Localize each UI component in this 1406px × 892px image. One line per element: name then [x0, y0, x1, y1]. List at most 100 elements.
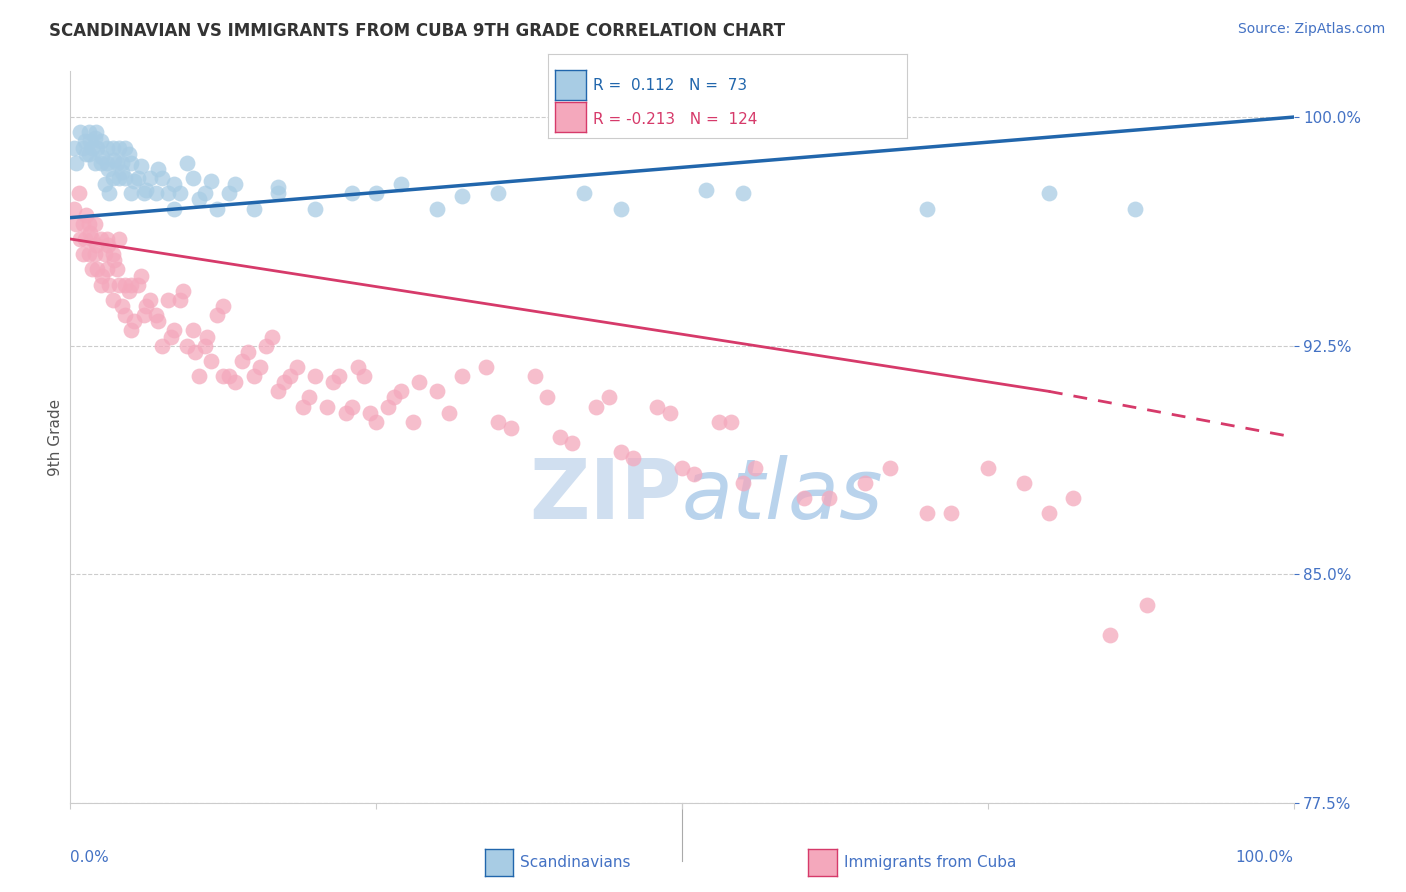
Point [118, 284, 141, 298]
Point [855, 475, 877, 490]
Point [108, 277, 131, 292]
Point [163, 177, 186, 191]
Point [879, 460, 901, 475]
Point [77, 146, 100, 161]
Point [335, 406, 357, 420]
Point [169, 293, 191, 307]
Point [267, 384, 290, 399]
Point [205, 202, 228, 216]
Point [273, 376, 295, 390]
Point [105, 262, 128, 277]
Point [91, 150, 114, 164]
Point [328, 369, 350, 384]
Point [610, 445, 633, 459]
Point [683, 467, 706, 481]
Point [73, 232, 96, 246]
Point [118, 146, 141, 161]
Point [733, 475, 755, 490]
Point [377, 400, 399, 414]
Point [439, 406, 461, 420]
Point [96, 262, 118, 277]
Point [359, 406, 381, 420]
Point [77, 217, 100, 231]
Point [249, 359, 271, 374]
Point [101, 140, 124, 154]
Point [103, 253, 125, 268]
Point [98, 277, 121, 292]
Point [200, 174, 222, 188]
Point [96, 155, 118, 169]
Point [915, 506, 938, 520]
Point [73, 135, 96, 149]
Point [402, 415, 425, 429]
Point [63, 202, 86, 216]
Text: ZIP: ZIP [530, 455, 682, 536]
Point [267, 180, 290, 194]
Point [84, 238, 107, 252]
Point [96, 140, 118, 154]
Text: Scandinavians: Scandinavians [520, 855, 631, 870]
Point [83, 247, 105, 261]
Point [621, 451, 644, 466]
Point [572, 186, 595, 201]
Text: 0.0%: 0.0% [70, 850, 110, 865]
Point [695, 183, 717, 197]
Point [101, 171, 124, 186]
Text: atlas: atlas [682, 455, 883, 536]
Point [218, 369, 240, 384]
Point [793, 491, 815, 505]
Point [524, 369, 547, 384]
Point [111, 155, 134, 169]
Point [139, 293, 162, 307]
Point [79, 135, 101, 149]
Point [111, 165, 134, 179]
Point [194, 339, 217, 353]
Point [157, 293, 180, 307]
Point [72, 217, 94, 231]
Point [69, 125, 91, 139]
Point [93, 177, 115, 191]
Point [1062, 491, 1084, 505]
Point [304, 202, 326, 216]
Point [389, 177, 412, 191]
Point [817, 491, 839, 505]
Point [83, 131, 105, 145]
Point [163, 323, 186, 337]
Point [610, 202, 633, 216]
Point [122, 174, 145, 188]
Point [243, 369, 266, 384]
Point [72, 140, 94, 154]
Point [77, 247, 100, 261]
Y-axis label: 9th Grade: 9th Grade [48, 399, 63, 475]
Point [75, 208, 97, 222]
Point [243, 202, 266, 216]
Point [976, 460, 998, 475]
Point [488, 186, 510, 201]
Point [285, 359, 308, 374]
Point [236, 344, 259, 359]
Point [121, 277, 143, 292]
Point [450, 369, 472, 384]
Point [139, 171, 162, 186]
Point [121, 186, 143, 201]
Point [77, 125, 100, 139]
Point [108, 171, 131, 186]
Point [205, 308, 228, 322]
Point [93, 247, 115, 261]
Point [212, 299, 235, 313]
Point [262, 329, 284, 343]
Point [172, 284, 194, 298]
Point [671, 460, 693, 475]
Point [426, 202, 449, 216]
Point [163, 202, 186, 216]
Point [65, 155, 87, 169]
Point [75, 146, 97, 161]
Point [280, 369, 302, 384]
Point [939, 506, 962, 520]
Point [101, 247, 124, 261]
Point [658, 406, 681, 420]
Point [96, 232, 118, 246]
Point [129, 159, 152, 173]
Point [915, 202, 938, 216]
Point [169, 186, 191, 201]
